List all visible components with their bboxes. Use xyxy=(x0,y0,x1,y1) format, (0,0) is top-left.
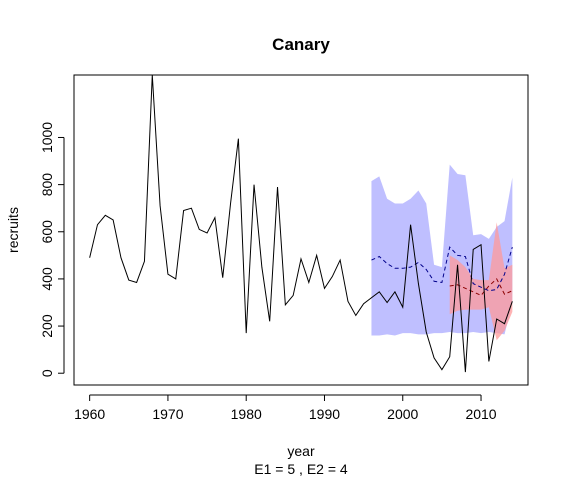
x-axis: 1960 1970 1980 1990 2000 2010 xyxy=(74,394,497,422)
observed-recruits-line xyxy=(89,74,513,373)
x-tick-label: 1970 xyxy=(152,406,183,422)
y-tick-label: 600 xyxy=(39,220,55,244)
plot-area xyxy=(89,74,513,373)
x-tick-label: 1990 xyxy=(309,406,340,422)
x-tick-label: 2010 xyxy=(465,406,496,422)
chart-title: Canary xyxy=(272,35,330,54)
y-tick-label: 200 xyxy=(39,314,55,338)
x-tick-label: 1980 xyxy=(231,406,262,422)
x-tick-label: 1960 xyxy=(74,406,105,422)
forecast-e1-mean-line xyxy=(371,246,513,292)
y-tick-label: 800 xyxy=(39,173,55,197)
x-axis-label: year xyxy=(287,443,315,459)
x-tick-label: 2000 xyxy=(387,406,418,422)
y-tick-label: 1000 xyxy=(39,122,55,153)
plot-frame xyxy=(73,74,529,386)
forecast-e2-interval xyxy=(449,222,513,341)
y-tick-label: 0 xyxy=(39,369,55,377)
y-axis: 0 200 400 600 800 1000 xyxy=(39,122,65,377)
y-tick-label: 400 xyxy=(39,267,55,291)
forecast-e2-mean-line xyxy=(449,278,513,297)
chart-subtitle: E1 = 5 , E2 = 4 xyxy=(254,461,348,477)
y-axis-label: recruits xyxy=(5,207,21,253)
